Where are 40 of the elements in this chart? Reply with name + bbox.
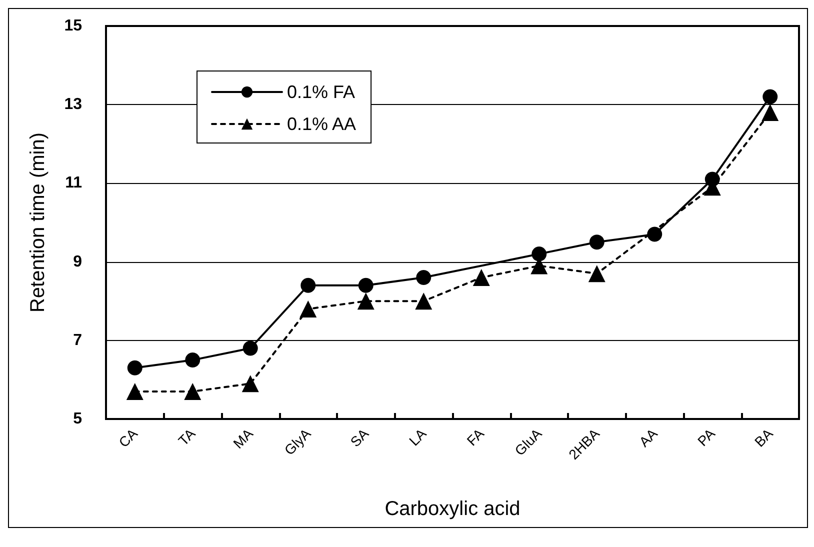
point [472,269,490,286]
y-tick-label: 9 [73,253,82,270]
point [762,89,778,104]
point [647,226,662,242]
x-tick-label: BA [751,424,776,450]
x-axis-title: Carboxylic acid [384,498,520,520]
legend-label: 0.1% AA [287,114,356,134]
point [242,340,258,356]
point [126,382,144,400]
point [300,300,317,318]
point [762,104,779,121]
y-tick-label: 15 [64,18,82,34]
x-tick-label: GlyA [281,424,314,458]
point [184,382,202,400]
y-axis-title: Retention time (min) [27,132,49,313]
point [704,172,720,187]
y-tick-label: 7 [73,332,82,349]
x-tick-label: AA [636,424,661,450]
y-tick-label: 5 [73,410,82,428]
x-tick-label: MA [230,424,256,452]
x-tick-label: CA [115,424,141,450]
legend-label: 0.1% FA [287,82,356,102]
point [242,375,259,392]
point [415,292,432,310]
x-tick-label: LA [406,424,430,449]
point [358,278,374,293]
point [357,292,374,310]
x-tick-label: PA [694,424,718,450]
point [127,360,142,376]
point [185,352,200,368]
point [416,270,432,286]
point [588,265,606,282]
x-tick-label: TA [175,424,199,449]
point [532,246,547,262]
point [589,234,604,250]
y-tick-label: 11 [65,174,82,192]
x-tick-label: SA [347,424,372,450]
x-tick-label: FA [464,424,488,449]
y-tick-label: 13 [64,96,82,114]
point [300,278,316,293]
